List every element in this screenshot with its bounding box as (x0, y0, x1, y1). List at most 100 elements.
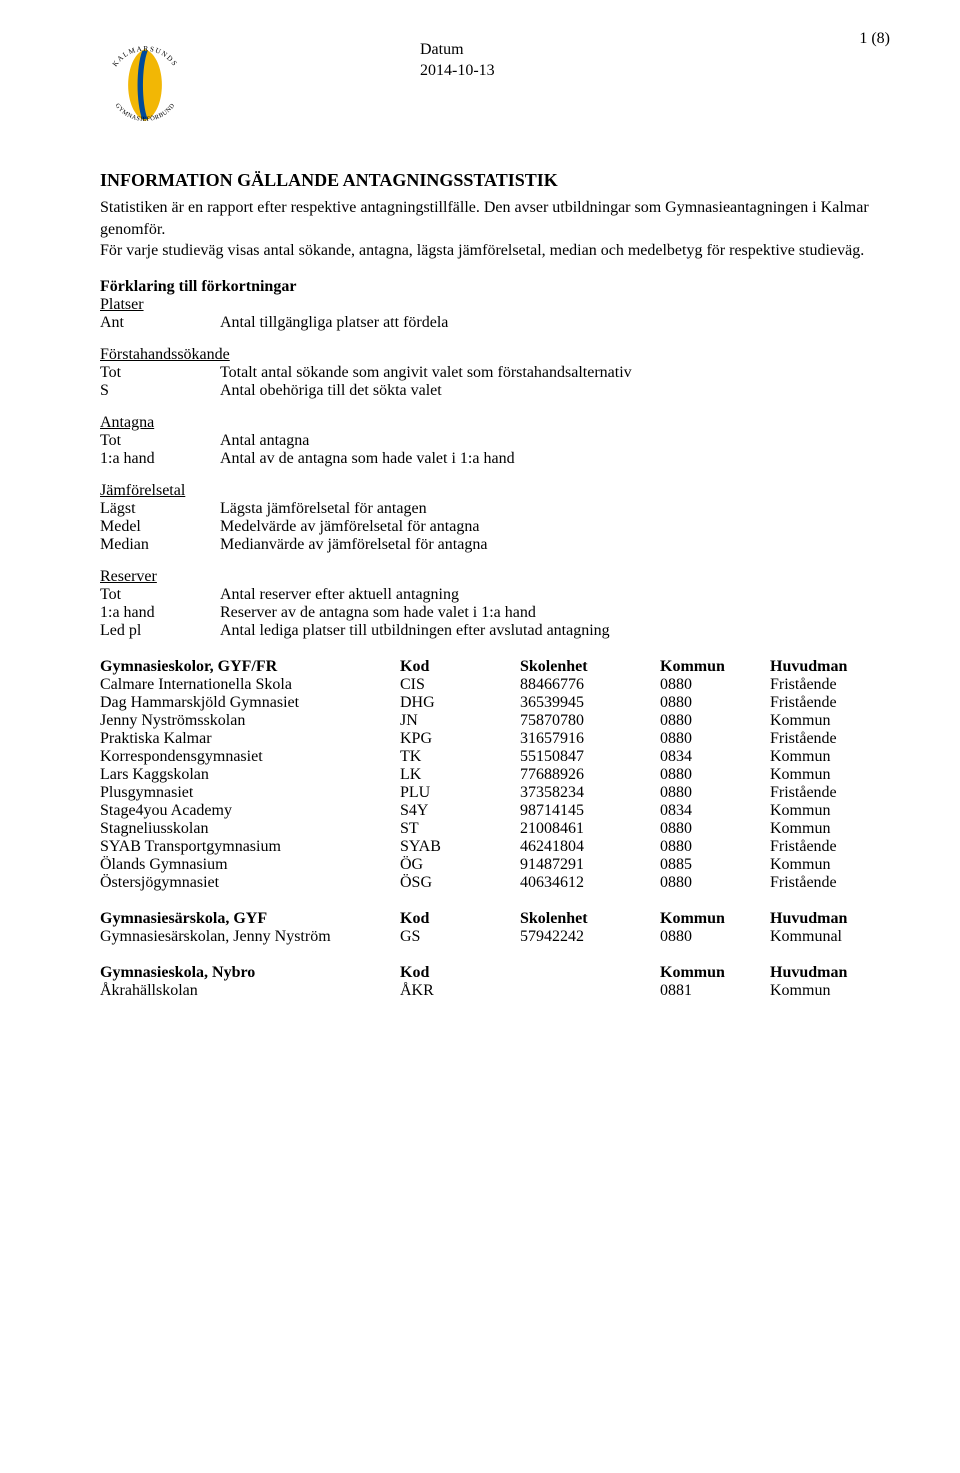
table-cell: 91487291 (520, 856, 660, 874)
table-cell: Fristående (770, 730, 890, 748)
table-header-cell: Gymnasieskola, Nybro (100, 964, 400, 982)
table-cell: Fristående (770, 784, 890, 802)
table-cell: 0834 (660, 748, 770, 766)
table-cell: 37358234 (520, 784, 660, 802)
abbrev-group-heading: Reserver (100, 568, 890, 586)
table-cell: 40634612 (520, 874, 660, 892)
table-cell: Gymnasiesärskolan, Jenny Nyström (100, 928, 400, 946)
abbrev-group-heading: Platser (100, 296, 890, 314)
table-cell: CIS (400, 676, 520, 694)
abbrev-group-heading: Antagna (100, 414, 890, 432)
table-cell: Fristående (770, 676, 890, 694)
table-cell: Korrespondensgymnasiet (100, 748, 400, 766)
table-cell: 0881 (660, 982, 770, 1000)
page-number: 1 (8) (859, 30, 890, 48)
table-cell: ST (400, 820, 520, 838)
table-cell: Calmare Internationella Skola (100, 676, 400, 694)
table-cell: ÖG (400, 856, 520, 874)
abbrev-desc: Antal av de antagna som hade valet i 1:a… (220, 450, 515, 468)
table-row: ÖstersjögymnasietÖSG406346120880Friståen… (100, 874, 890, 892)
table-cell: Åkrahällskolan (100, 982, 400, 1000)
table-row: Stage4you AcademyS4Y987141450834Kommun (100, 802, 890, 820)
table-cell (520, 982, 660, 1000)
table-cell: 0834 (660, 802, 770, 820)
abbrev-term: Led pl (100, 622, 220, 640)
table-cell: Plusgymnasiet (100, 784, 400, 802)
table-cell: Stagneliusskolan (100, 820, 400, 838)
table-row: Gymnasiesärskolan, Jenny NyströmGS579422… (100, 928, 890, 946)
abbrev-term: 1:a hand (100, 604, 220, 622)
table-cell: Kommun (770, 766, 890, 784)
table-cell: Ölands Gymnasium (100, 856, 400, 874)
table-row: Praktiska KalmarKPG316579160880Friståend… (100, 730, 890, 748)
table-cell: 0880 (660, 874, 770, 892)
table-row: Jenny NyströmsskolanJN758707800880Kommun (100, 712, 890, 730)
table-cell: 0880 (660, 730, 770, 748)
abbrev-desc: Medianvärde av jämförelsetal för antagna (220, 536, 487, 554)
intro-paragraph-1: Statistiken är en rapport efter respekti… (100, 197, 890, 262)
table-cell: 31657916 (520, 730, 660, 748)
table-cell: 0880 (660, 784, 770, 802)
abbrev-desc: Antal reserver efter aktuell antagning (220, 586, 459, 604)
abbrev-term: Tot (100, 586, 220, 604)
abbrev-heading: Förklaring till förkortningar (100, 278, 890, 296)
table-row: PlusgymnasietPLU373582340880Fristående (100, 784, 890, 802)
table-cell: S4Y (400, 802, 520, 820)
table-cell: Fristående (770, 874, 890, 892)
abbrev-row: MedelMedelvärde av jämförelsetal för ant… (100, 518, 890, 536)
abbrev-desc: Lägsta jämförelsetal för antagen (220, 500, 427, 518)
table-header-cell: Kod (400, 910, 520, 928)
header-row: KALMARSUNDS GYMNASIEFÖRBUND Datum 2014-1… (100, 40, 890, 130)
abbrev-desc: Reserver av de antagna som hade valet i … (220, 604, 536, 622)
table-cell: JN (400, 712, 520, 730)
abbrev-desc: Antal tillgängliga platser att fördela (220, 314, 448, 332)
table-cell: Kommun (770, 856, 890, 874)
abbrev-row: TotTotalt antal sökande som angivit vale… (100, 364, 890, 382)
data-table: Gymnasiesärskola, GYFKodSkolenhetKommunH… (100, 910, 890, 946)
abbrev-row: Led plAntal lediga platser till utbildni… (100, 622, 890, 640)
abbrev-term: 1:a hand (100, 450, 220, 468)
data-table: Gymnasieskolor, GYF/FRKodSkolenhetKommun… (100, 658, 890, 892)
table-header-cell: Huvudman (770, 910, 890, 928)
table-cell: KPG (400, 730, 520, 748)
table-header-cell: Gymnasiesärskola, GYF (100, 910, 400, 928)
table-header-cell: Skolenhet (520, 910, 660, 928)
abbrev-group: AntagnaTotAntal antagna1:a handAntal av … (100, 414, 890, 468)
table-cell: LK (400, 766, 520, 784)
table-cell: 55150847 (520, 748, 660, 766)
table-cell: Östersjögymnasiet (100, 874, 400, 892)
table-cell: Jenny Nyströmsskolan (100, 712, 400, 730)
date-label: Datum (420, 40, 495, 61)
table-cell: 75870780 (520, 712, 660, 730)
table-header-cell: Huvudman (770, 964, 890, 982)
table-cell: Fristående (770, 838, 890, 856)
abbrev-desc: Totalt antal sökande som angivit valet s… (220, 364, 632, 382)
table-header-cell: Kod (400, 658, 520, 676)
table-header-cell: Kommun (660, 964, 770, 982)
table-cell: 46241804 (520, 838, 660, 856)
table-cell: Stage4you Academy (100, 802, 400, 820)
table-cell: PLU (400, 784, 520, 802)
table-cell: Kommunal (770, 928, 890, 946)
page-title: INFORMATION GÄLLANDE ANTAGNINGSSTATISTIK (100, 170, 890, 191)
table-row: ÅkrahällskolanÅKR 0881Kommun (100, 982, 890, 1000)
abbrev-term: S (100, 382, 220, 400)
table-cell: Kommun (770, 748, 890, 766)
table-cell: Praktiska Kalmar (100, 730, 400, 748)
abbrev-group: JämförelsetalLägstLägsta jämförelsetal f… (100, 482, 890, 554)
org-logo: KALMARSUNDS GYMNASIEFÖRBUND (100, 40, 190, 130)
table-cell: 0885 (660, 856, 770, 874)
table-row: KorrespondensgymnasietTK551508470834Komm… (100, 748, 890, 766)
table-cell: SYAB (400, 838, 520, 856)
table-cell: 21008461 (520, 820, 660, 838)
data-table: Gymnasieskola, NybroKodKommunHuvudmanÅkr… (100, 964, 890, 1000)
table-cell: 0880 (660, 928, 770, 946)
table-row: StagneliusskolanST210084610880Kommun (100, 820, 890, 838)
table-cell: Kommun (770, 802, 890, 820)
table-cell: 57942242 (520, 928, 660, 946)
table-cell: ÅKR (400, 982, 520, 1000)
table-cell: Kommun (770, 982, 890, 1000)
table-cell: 98714145 (520, 802, 660, 820)
table-header-cell (520, 964, 660, 982)
table-header-cell: Kommun (660, 910, 770, 928)
